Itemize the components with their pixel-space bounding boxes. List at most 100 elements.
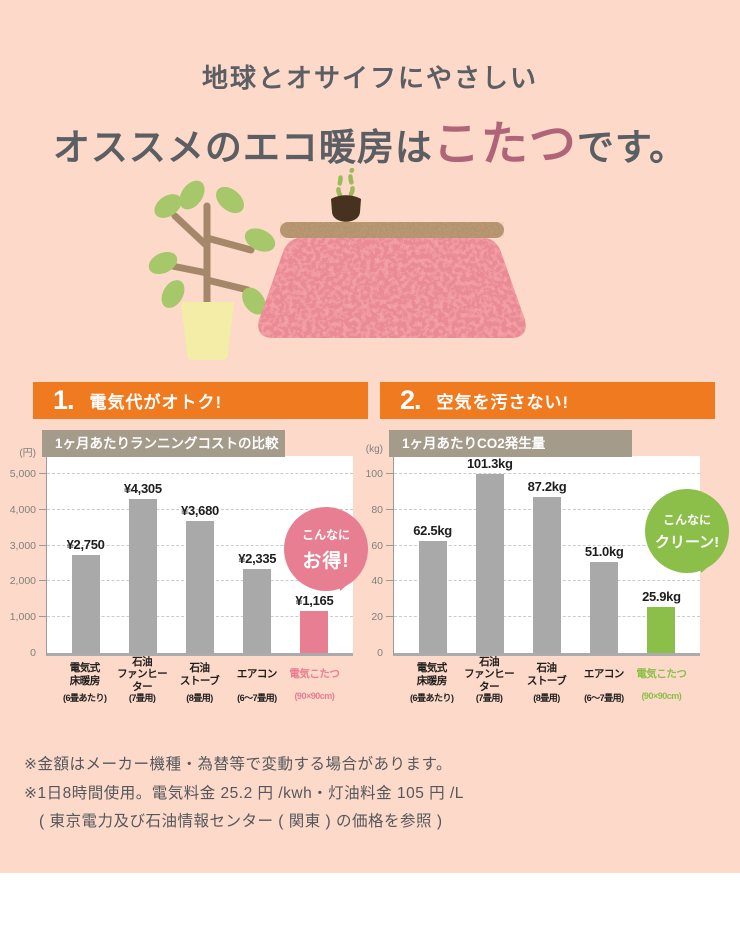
y-axis-tick-label: 3,000 [9,539,36,552]
bar-slot: 51.0kg [576,456,633,653]
y-axis-tick-label: 0 [30,647,36,659]
x-axis-label-main: 電気こたつ [286,661,343,688]
bar [418,541,447,653]
bar-value-label: ¥4,305 [123,480,162,496]
page-title: 地球とオサイフにやさしい オススメのエコ暖房はこたつです。 [0,58,740,174]
badge-line2: お得! [302,550,350,572]
x-axis-label-line: ファンヒーター [464,668,515,693]
section-2-number: 2. [400,385,422,415]
bar-value-label: 51.0kg [584,543,624,559]
y-axis-tick-label: 20 [371,611,383,624]
bar-slot: ¥2,750 [57,456,114,653]
x-axis-label-line: 石油 [189,662,211,674]
bar-value-label: ¥1,165 [295,593,334,609]
y-axis-unit-label: (kg) [365,444,383,455]
badge-line1: こんなに [662,512,711,527]
footnote-2: ※1日8時間使用。電気料金 25.2 円 /kwh・灯油料金 105 円 /L [24,784,464,802]
bar-slot: ¥4,305 [114,456,171,653]
bar-value-label: 101.3kg [467,456,513,471]
axis-tick [386,508,393,510]
bar-slot: 101.3kg [461,456,518,653]
x-axis-label-main: 石油 ファンヒーター [460,656,517,693]
x-axis-label-line: 床暖房 [416,674,448,687]
title-keyword-kotatsu: こたつ [432,117,577,172]
x-axis-label-main: 石油 ストーブ [518,661,575,688]
x-axis-label: エアコン (6〜7畳用) [228,661,285,704]
bar [186,521,214,653]
footnote-3: ( 東京電力及び石油情報センター ( 関東 ) の価格を参照 ) [39,813,443,830]
bar [590,561,619,653]
gridline [47,508,353,510]
y-axis-tick-label: 80 [371,503,383,516]
bar [475,474,504,653]
x-axis-label-note: (6畳あたり) [62,693,107,703]
x-axis-label-main: 電気こたつ [633,661,690,688]
axis-tick [386,616,393,618]
x-axis-label-line: 電気こたつ [289,668,340,681]
section-1-number: 1. [53,385,75,415]
axis-tick [39,616,46,618]
x-axis-label-main: 石油 ファンヒーター [113,656,170,693]
bar-slot: ¥1,165 [286,456,343,653]
x-axis-label-note: (6〜7畳用) [237,693,277,703]
y-axis-tick-label: 2,000 [9,575,36,588]
bar-slot: 62.5kg [404,456,461,653]
bar [300,611,329,653]
section-2-heading: 空気を汚さない! [436,393,570,412]
axis-tick [386,544,393,546]
x-axis-label: 電気式 床暖房 (6畳あたり) [403,661,460,704]
bars-row: 62.5kg 101.3kg 87.2kg 51.0kg 25.9kg [394,456,700,653]
axis-tick [39,508,46,510]
axis-tick [39,472,46,474]
footnote-1: ※金額はメーカー機種・為替等で変動する場合があります。 [24,756,452,773]
x-axis-label-note: (8畳用) [533,693,560,703]
y-axis-tick-label: 1,000 [9,611,36,624]
axis-tick [39,580,46,582]
chart-2-x-axis-labels: 電気式 床暖房 (6畳あたり) 石油 ファンヒーター (7畳用) 石油 ストーブ (8畳用) エア… [393,656,700,704]
title-line2-pre: オススメのエコ暖房は [52,125,433,169]
x-axis-label: 石油 ストーブ (8畳用) [171,661,228,704]
x-axis-label-line: 石油 [536,662,558,674]
title-line1: 地球とオサイフにやさしい [201,64,538,94]
x-axis-label-note: (6〜7畳用) [584,693,624,703]
co2-bar-chart: 0 20 40 60 80 100 (kg) 62.5kg 101.3kg 87.2kg 51.0k… [365,444,729,659]
bar-slot: 25.9kg [633,456,690,653]
bar-value-label: 25.9kg [642,588,681,604]
x-axis-label-line: エアコン [583,668,625,681]
kotatsu-blanket [258,238,526,338]
y-axis-tick-label: 5,000 [9,467,36,480]
x-axis-label-line: ストーブ [526,674,567,687]
y-axis-tick-label: 60 [371,539,383,552]
x-axis-label-note: (90×90cm) [294,691,335,701]
section-clean-air: 2. 空気を汚さない! 1ヶ月あたりCO2発生量 0 20 40 60 80 100 (kg… [365,382,729,704]
footnotes: ※金額はメーカー機種・為替等で変動する場合があります。 ※1日8時間使用。電気料… [24,751,464,837]
y-axis-tick-label: 100 [365,467,383,480]
x-axis-label-line: 電気式 [69,662,101,674]
x-axis-label-line: ファンヒーター [117,668,168,693]
bar-value-label: 62.5kg [413,523,452,539]
x-axis-label: 電気こたつ (90×90cm) [633,661,690,704]
x-axis-label-line: ストーブ [179,674,220,687]
x-axis-label-note: (7畳用) [128,693,156,703]
bar [128,498,157,653]
bar-slot: 87.2kg [518,456,575,653]
bar [533,496,561,653]
y-axis-unit-label: (円) [19,448,36,459]
x-axis-label-note: (8畳用) [186,693,213,703]
potted-plant-icon [148,180,276,360]
x-axis-label-note: (6畳あたり) [409,693,454,703]
bar [243,569,272,653]
title-line2-post: です。 [576,125,688,169]
y-axis-tick-label: 0 [377,647,383,659]
badge-bubble: こんなに クリーン! [645,489,729,573]
title-line2: オススメのエコ暖房はこたつです。 [0,105,740,174]
x-axis-label: 石油 ファンヒーター (7畳用) [460,656,517,704]
y-axis-tick-label: 40 [371,575,383,588]
kettle-icon [331,195,361,222]
x-axis-label: エアコン (6〜7畳用) [575,661,632,704]
x-axis-label-note: (90×90cm) [641,691,682,701]
axis-tick [386,580,393,582]
x-axis-label-main: 電気式 床暖房 [403,661,460,688]
x-axis-label-line: 石油 [132,655,153,668]
